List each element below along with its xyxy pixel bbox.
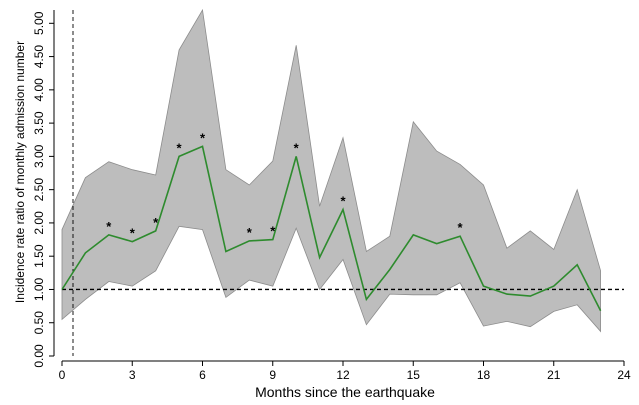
x-axis-title: Months since the earthquake [255,384,435,400]
x-tick-label: 21 [547,368,561,382]
x-tick-label: 12 [336,368,350,382]
x-tick-label: 9 [269,368,276,382]
significance-marker: * [106,219,112,234]
significance-marker: * [294,140,300,155]
confidence-band [61,8,601,333]
x-tick-label: 15 [407,368,421,382]
significance-marker: * [153,215,159,230]
series-line-layer [61,145,602,312]
y-tick-label: 3.00 [32,144,46,168]
significance-marker: * [247,225,253,240]
y-tick-label: 2.50 [32,178,46,202]
y-tick-label: 1.00 [32,277,46,301]
x-tick-label: 0 [59,368,66,382]
x-tick-label: 18 [477,368,491,382]
reference-lines-layer [62,10,624,356]
x-tick-label: 24 [617,368,631,382]
y-tick-label: 0.50 [32,311,46,335]
y-tick-label: 1.50 [32,244,46,268]
y-axis-title: Incidence rate ratio of monthly admissio… [13,41,27,303]
y-tick-label: 0.00 [32,344,46,368]
significance-markers-layer: * * * * * * * * * * [106,130,463,240]
y-tick-label: 3.50 [32,111,46,135]
significance-marker: * [177,140,183,155]
significance-marker: * [130,226,136,241]
y-tick-label: 4.50 [32,45,46,69]
significance-marker: * [458,220,464,235]
confidence-band-layer [61,8,601,333]
series-line [61,145,602,312]
y-tick-label: 5.00 [32,11,46,35]
significance-marker: * [270,224,276,239]
x-tick-label: 3 [129,368,136,382]
significance-marker: * [200,130,206,145]
y-tick-label: 4.00 [32,78,46,102]
x-tick-label: 6 [199,368,206,382]
significance-marker: * [340,194,346,209]
y-tick-label: 2.00 [32,211,46,235]
axes-layer: 0 3 6 9 12 15 18 21 24 0.00 0.50 1.00 1.50 2.00 2.50 3.… [32,10,631,382]
